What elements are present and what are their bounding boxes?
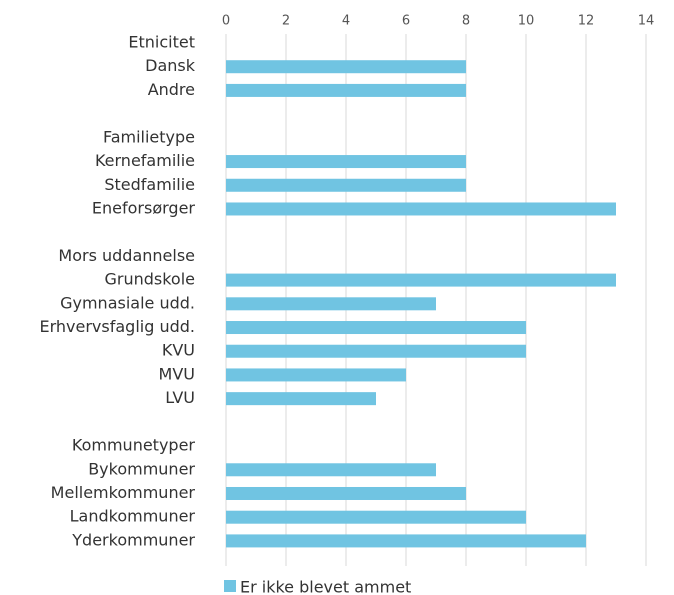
x-tick-label: 14 xyxy=(638,14,655,29)
bar xyxy=(226,273,616,287)
bar xyxy=(226,344,526,358)
bar xyxy=(226,321,526,335)
y-tick-label: Mellemkommuner xyxy=(51,483,196,502)
y-tick-label: Erhvervsfaglig udd. xyxy=(39,317,195,336)
y-tick-label: Grundskole xyxy=(104,270,195,289)
x-tick-label: 6 xyxy=(402,14,410,29)
bar xyxy=(226,297,436,311)
y-tick-label: Familietype xyxy=(103,127,195,146)
y-tick-label: Gymnasiale udd. xyxy=(60,293,195,312)
x-tick-label: 0 xyxy=(222,14,230,29)
x-tick-label: 2 xyxy=(282,14,290,29)
y-tick-label: Yderkommuner xyxy=(71,530,195,549)
bar xyxy=(226,368,406,382)
bar xyxy=(226,486,466,500)
legend-swatch xyxy=(224,580,236,592)
bar xyxy=(226,510,526,524)
y-tick-label: Eneforsørger xyxy=(92,198,196,217)
y-tick-label: Landkommuner xyxy=(70,507,196,526)
bar xyxy=(226,202,616,216)
y-tick-label: Kommunetyper xyxy=(72,436,196,455)
y-tick-label: Etnicitet xyxy=(128,33,195,52)
x-tick-label: 10 xyxy=(518,14,535,29)
y-tick-label: Stedfamilie xyxy=(104,175,195,194)
y-tick-label: Mors uddannelse xyxy=(58,246,195,265)
y-tick-label: Kernefamilie xyxy=(95,151,195,170)
x-tick-label: 8 xyxy=(462,14,470,29)
bar xyxy=(226,534,586,548)
bar xyxy=(226,178,466,192)
y-tick-label: Dansk xyxy=(145,56,196,75)
bar xyxy=(226,392,376,406)
x-tick-label: 4 xyxy=(342,14,350,29)
y-tick-label: Bykommuner xyxy=(88,459,195,478)
x-tick-label: 12 xyxy=(578,14,595,29)
y-tick-label: MVU xyxy=(159,364,195,383)
bar xyxy=(226,463,436,477)
bar xyxy=(226,83,466,97)
bar xyxy=(226,60,466,74)
legend-label: Er ikke blevet ammet xyxy=(240,578,411,595)
y-tick-label: KVU xyxy=(162,341,195,360)
y-tick-label: LVU xyxy=(165,388,195,407)
bar xyxy=(226,155,466,169)
y-tick-label: Andre xyxy=(148,80,195,99)
